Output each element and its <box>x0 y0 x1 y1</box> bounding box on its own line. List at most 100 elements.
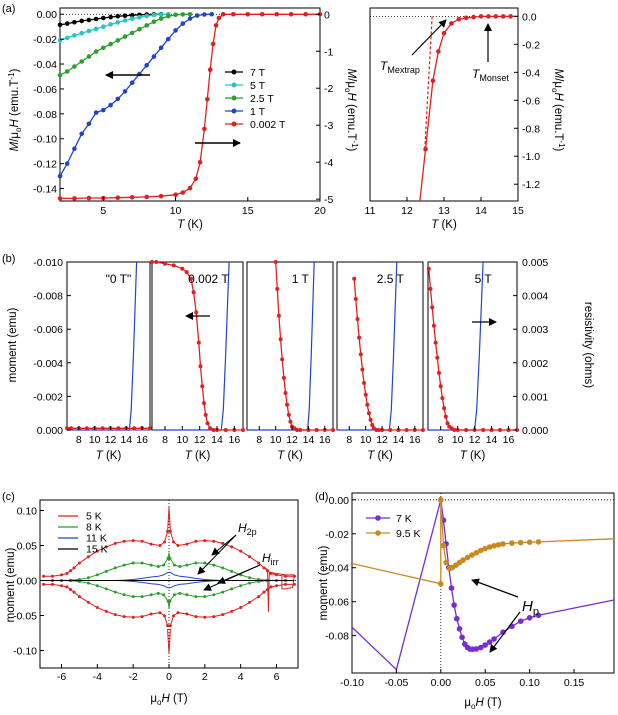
series-line-high-field <box>263 567 295 613</box>
data-point <box>101 24 106 30</box>
data-point <box>197 159 203 165</box>
legend-marker <box>375 530 381 536</box>
data-point <box>86 17 92 23</box>
data-point <box>451 602 457 608</box>
data-point <box>137 14 142 20</box>
data-point <box>212 593 216 597</box>
x-tick-label: 15 <box>242 205 254 217</box>
data-point <box>95 584 99 588</box>
data-point <box>51 582 54 586</box>
data-point <box>273 260 278 264</box>
annotation-tmonset: TMonset <box>472 67 509 83</box>
x-tick-label: 16 <box>228 434 240 446</box>
x-tick-label: 0.00 <box>431 677 452 689</box>
data-point <box>274 12 280 17</box>
x-axis-label: μoH (T) <box>150 693 187 707</box>
data-point <box>172 593 176 597</box>
x-tick-label: 8 <box>438 434 444 446</box>
data-point <box>433 340 438 345</box>
data-point <box>353 297 358 301</box>
data-point <box>194 595 198 599</box>
y2-tick-label: -4 <box>324 157 333 169</box>
data-point <box>180 266 185 271</box>
data-point <box>203 595 207 599</box>
data-point <box>435 355 440 360</box>
data-point <box>137 26 142 32</box>
data-point <box>275 286 280 291</box>
y-tick-label: -1.0 <box>522 151 540 163</box>
legend-marker <box>231 95 237 101</box>
series-line-11 K <box>115 571 169 581</box>
chart-c: -6 -4 -2 0 2 4 60.100.050.00-0.05-0.10 5 K8 K1… <box>5 499 299 707</box>
y-axis-label: moment (emu) <box>318 545 330 620</box>
data-point <box>357 335 362 340</box>
x-tick-label: -0.05 <box>384 677 408 689</box>
data-point <box>478 547 484 554</box>
data-point <box>104 545 108 549</box>
x-tick-label: -4 <box>93 671 102 683</box>
data-point <box>115 195 121 200</box>
loop-5K <box>42 506 296 655</box>
y-tick-label: 0.10 <box>17 506 38 518</box>
data-point <box>365 402 370 407</box>
data-point <box>362 381 366 385</box>
data-point <box>158 193 164 199</box>
data-point <box>205 421 210 426</box>
data-point <box>194 615 198 619</box>
data-point <box>101 107 106 113</box>
y-tick-label: 0.00 <box>17 576 38 588</box>
data-point <box>108 102 113 108</box>
y-tick-label: -0.2 <box>522 39 540 51</box>
series-line-moment-2 <box>275 261 333 431</box>
data-point <box>431 323 436 328</box>
data-point <box>158 12 164 17</box>
data-point <box>459 634 465 641</box>
data-point <box>72 566 76 570</box>
series-line-5 K <box>169 583 295 626</box>
data-point <box>469 552 475 558</box>
data-point <box>150 260 154 264</box>
x-tick-label: 8 <box>162 434 168 446</box>
data-point <box>86 28 92 34</box>
data-point <box>77 595 81 599</box>
resistivity-line <box>337 261 398 431</box>
y-tick-label: -0.010 <box>33 257 63 269</box>
y-tick-label: -0.06 <box>325 597 349 609</box>
data-point <box>230 609 234 613</box>
data-point <box>115 96 121 102</box>
data-point <box>248 600 252 604</box>
data-point <box>355 317 360 322</box>
legend-marker <box>375 515 381 521</box>
data-point <box>104 609 108 613</box>
y-axis-label: moment (emu) <box>5 547 17 622</box>
data-point <box>144 63 149 68</box>
data-point <box>285 402 290 407</box>
data-point <box>72 146 77 151</box>
data-point <box>166 36 171 42</box>
data-point <box>423 147 428 152</box>
data-point <box>131 561 135 565</box>
x-axis-label: T (K) <box>431 219 457 231</box>
data-point <box>508 14 513 19</box>
data-point <box>493 14 499 19</box>
x-tick-label: 13 <box>438 205 450 217</box>
data-point <box>376 428 381 432</box>
data-point <box>187 185 193 191</box>
data-point <box>438 497 444 503</box>
data-point <box>428 286 433 291</box>
data-point <box>162 563 166 567</box>
data-point <box>358 352 363 357</box>
x-tick-label: 0.15 <box>564 677 585 689</box>
data-point <box>331 428 335 432</box>
y-tick-label: -0.08 <box>33 109 57 121</box>
arrow-hp-a <box>471 578 519 598</box>
data-point <box>86 576 90 580</box>
data-point <box>486 14 491 19</box>
data-point <box>248 555 252 559</box>
y2-axis-label: M/μoH (emu.T-1) <box>343 69 359 152</box>
data-point <box>352 276 357 281</box>
data-point <box>122 18 128 23</box>
x-tick-label: 14 <box>475 205 487 217</box>
data-point <box>122 13 128 18</box>
x-tick-label: 16 <box>503 434 515 446</box>
